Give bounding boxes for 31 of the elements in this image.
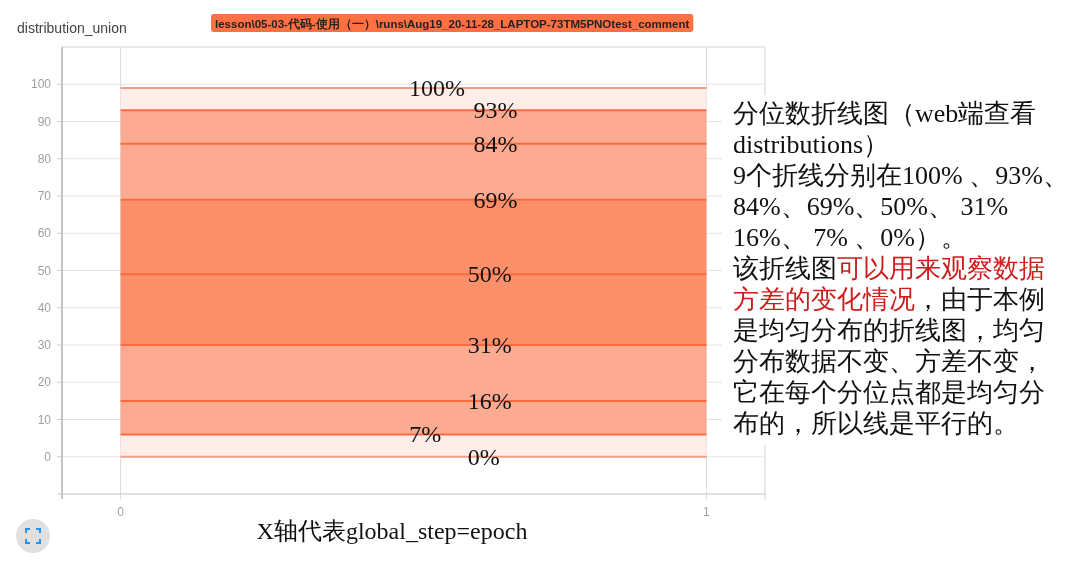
annotation: 分位数折线图（web端查看distributions） [733, 98, 1037, 160]
annotation: 该折线图 [733, 253, 837, 284]
y-tick-label: 0 [44, 449, 52, 464]
annotation: 50% [467, 261, 512, 288]
annotation: 31% [467, 332, 512, 358]
y-tick-label: 80 [37, 151, 52, 166]
annotation: 是均匀分布的折线图，均匀分布数据不变、方差不变，它在每个分位点都是均匀分布的，所以线是平行的。 [733, 315, 1045, 439]
annotation: 84% [473, 130, 518, 157]
text: ，由于本例 [915, 284, 1045, 315]
chart-subtitle: lesson\05-03-代码-使用（一）\runs\Aug19_20-11-28_LAPTOP-73TM5PNOtest_comment [215, 17, 690, 31]
y-tick-label: 100 [30, 77, 52, 92]
annotation: 方差的变化情况 [733, 284, 915, 315]
annotation: 7% [409, 421, 442, 448]
chart-title: distribution_union [17, 20, 127, 36]
y-tick-label: 90 [37, 114, 52, 129]
y-tick-label: 30 [37, 338, 52, 352]
y-tick-label: 40 [37, 300, 52, 315]
annotation: 69% [473, 186, 518, 213]
y-tick-label: 20 [37, 375, 52, 390]
annotation: 0% [467, 443, 500, 470]
y-tick-label: 50 [37, 263, 52, 278]
annotation: 93% [473, 97, 518, 124]
text: 可以用来观察数据 [837, 253, 1045, 284]
y-tick-label: 60 [37, 226, 52, 241]
x-tick-label: 1 [703, 505, 711, 519]
y-tick-label: 70 [37, 189, 52, 203]
annotation: 100% [408, 74, 465, 101]
y-tick-label: 10 [37, 412, 52, 427]
x-axis-title: X轴代表global_step=epoch [256, 518, 528, 544]
annotation: 9个折线分别在100% 、93%、84%、69%、50%、 31% 16%、 7% 、0%）。 [733, 160, 1069, 253]
annotation: 16% [467, 387, 512, 414]
